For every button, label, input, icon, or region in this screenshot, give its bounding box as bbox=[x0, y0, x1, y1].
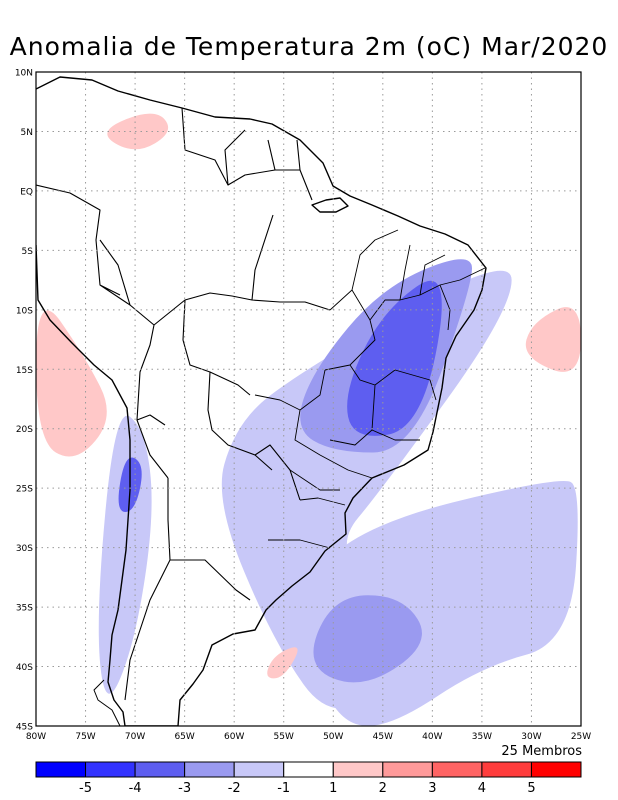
longitude-labels: 80W 75W 70W 65W 60W 55W 50W 45W 40W 35W 30W 25W bbox=[26, 732, 591, 742]
colorbar-swatch bbox=[85, 761, 136, 778]
lat-label: 20S bbox=[16, 425, 33, 435]
colorbar-swatch bbox=[35, 761, 87, 778]
lat-label: 5N bbox=[21, 128, 33, 138]
colorbar-swatch bbox=[184, 761, 235, 778]
anomaly-region-9 bbox=[525, 307, 581, 372]
map-frame bbox=[35, 71, 582, 727]
colorbar-label: -4 bbox=[129, 781, 142, 796]
colorbar-swatch bbox=[283, 761, 334, 778]
state-borders bbox=[254, 229, 486, 549]
lat-label: 35S bbox=[16, 604, 33, 614]
lat-label: 5S bbox=[22, 247, 34, 257]
lat-label: 10N bbox=[15, 69, 33, 79]
colorbar-swatch bbox=[481, 761, 532, 778]
colorbar-swatch bbox=[530, 761, 582, 778]
colorbar-label: 5 bbox=[527, 781, 535, 796]
anomaly-region-10 bbox=[107, 113, 169, 150]
lon-label: 25W bbox=[571, 732, 591, 742]
lon-label: 70W bbox=[125, 732, 145, 742]
latitude-labels: 10N 5N EQ 5S 10S 15S 20S 25S 30S 35S 40S 45S bbox=[15, 69, 33, 733]
lon-label: 30W bbox=[521, 732, 541, 742]
anomaly-region-11 bbox=[267, 647, 298, 679]
colorbar-label: 1 bbox=[329, 781, 337, 796]
lat-label: 15S bbox=[16, 366, 33, 376]
lon-label: 65W bbox=[174, 732, 194, 742]
colorbar-labels: -5 -4 -3 -2 -1 1 2 3 4 5 bbox=[79, 781, 536, 796]
border-layer bbox=[36, 107, 486, 726]
anomaly-region-6 bbox=[347, 280, 442, 436]
colorbar-swatch bbox=[134, 761, 186, 778]
country-borders bbox=[36, 107, 331, 701]
coastline-layer bbox=[36, 76, 487, 726]
lon-label: 45W bbox=[373, 732, 393, 742]
lon-label: 75W bbox=[75, 732, 95, 742]
anomaly-region-5 bbox=[313, 595, 422, 683]
lat-label: 25S bbox=[16, 485, 33, 495]
members-note: 25 Membros bbox=[501, 744, 582, 759]
colorbar-label: 4 bbox=[478, 781, 486, 796]
lon-label: 40W bbox=[422, 732, 442, 742]
lon-label: 80W bbox=[26, 732, 46, 742]
lat-label: 30S bbox=[16, 544, 33, 554]
colorbar-label: -1 bbox=[277, 781, 290, 796]
colorbar-swatch bbox=[332, 761, 384, 778]
islands bbox=[93, 679, 121, 726]
amazon-delta bbox=[311, 197, 349, 213]
lat-label: EQ bbox=[20, 187, 33, 197]
colorbar bbox=[35, 761, 582, 778]
grid-layer bbox=[36, 72, 581, 726]
colorbar-swatch bbox=[431, 761, 483, 778]
colorbar-label: 3 bbox=[428, 781, 436, 796]
anomaly-fill-layer bbox=[36, 113, 581, 726]
lat-label: 10S bbox=[16, 306, 33, 316]
lon-label: 60W bbox=[224, 732, 244, 742]
colorbar-label: 2 bbox=[379, 781, 387, 796]
lat-label: 45S bbox=[16, 723, 33, 733]
lon-label: 55W bbox=[274, 732, 294, 742]
colorbar-label: -2 bbox=[228, 781, 241, 796]
lat-label: 40S bbox=[16, 663, 33, 673]
colorbar-label: -5 bbox=[79, 781, 92, 796]
lon-label: 50W bbox=[323, 732, 343, 742]
lon-label: 35W bbox=[472, 732, 492, 742]
map-title: Anomalia de Temperatura 2m (oC) Mar/2020 bbox=[9, 32, 609, 61]
south-america-coastline bbox=[36, 76, 487, 726]
anomaly-region-8 bbox=[36, 310, 107, 457]
colorbar-label: -3 bbox=[178, 781, 191, 796]
colorbar-swatch bbox=[382, 761, 433, 778]
colorbar-swatch bbox=[233, 761, 285, 778]
